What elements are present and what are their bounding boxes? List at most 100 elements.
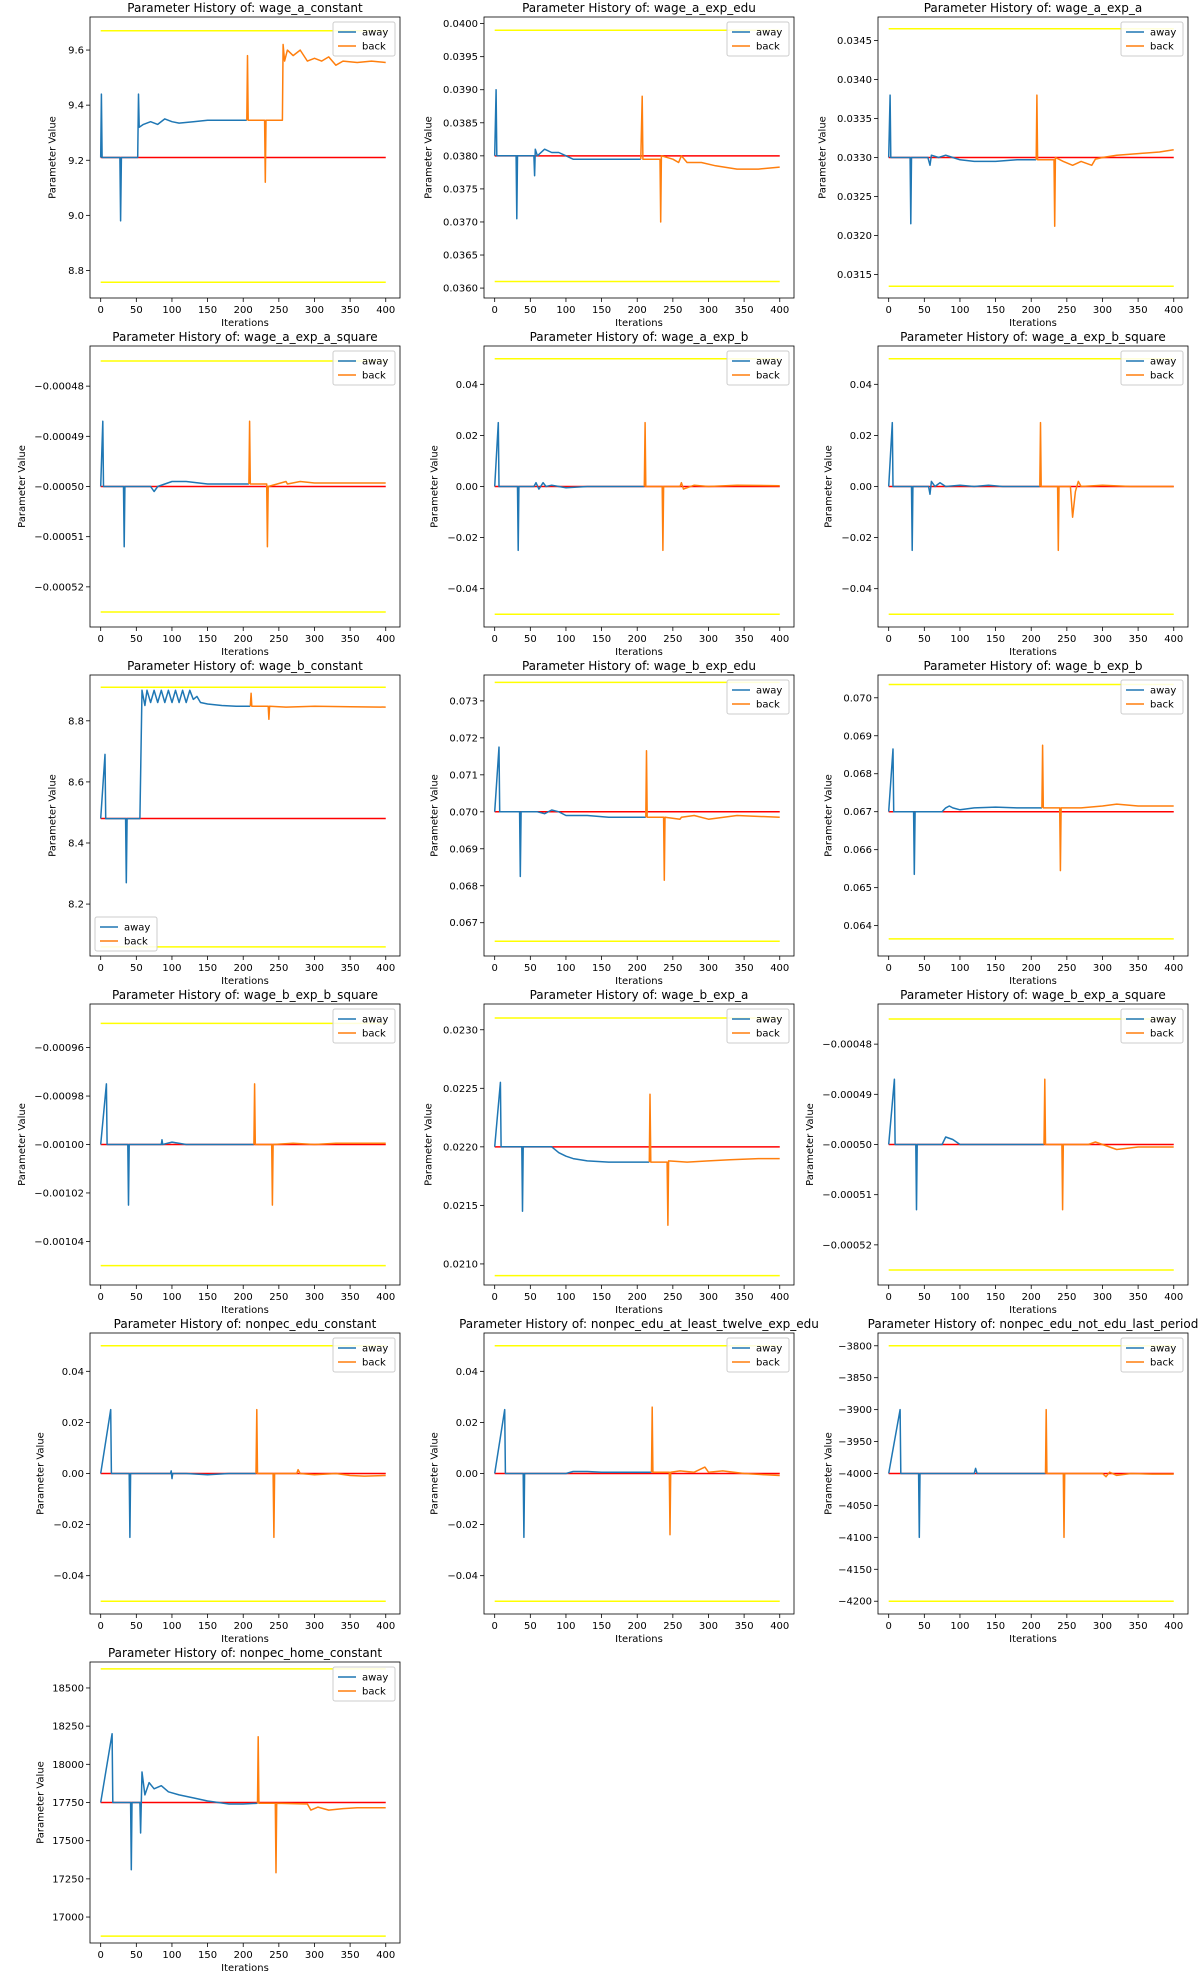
x-tick-label: 350 xyxy=(1129,1621,1148,1632)
subplot-title: Parameter History of: nonpec_edu_at_leas… xyxy=(459,1317,819,1331)
subplot: Parameter History of: wage_a_exp_a 0 50 100… xyxy=(817,1,1189,329)
x-tick-label: 150 xyxy=(986,1292,1005,1303)
x-axis-label: Iterations xyxy=(1009,647,1057,658)
x-tick-label: 100 xyxy=(556,1621,575,1632)
series-line-away xyxy=(99,93,247,222)
y-axis-label: Parameter Value xyxy=(36,1432,47,1515)
x-tick-label: 200 xyxy=(1022,1621,1041,1632)
x-tick-label: 200 xyxy=(1022,1292,1041,1303)
legend-box xyxy=(94,916,158,952)
y-tick-label: 0.0320 xyxy=(837,231,872,242)
x-tick-label: 150 xyxy=(592,305,611,316)
x-tick-label: 0 xyxy=(492,1621,498,1632)
x-tick-label: 200 xyxy=(628,1621,647,1632)
y-tick-label: 0.00 xyxy=(456,482,478,493)
y-tick-label: −0.02 xyxy=(447,1520,478,1531)
legend-label-back: back xyxy=(1150,700,1174,711)
subplot-title: Parameter History of: wage_a_constant xyxy=(127,1,363,15)
x-tick-label: 400 xyxy=(376,963,395,974)
y-tick-label: −0.00104 xyxy=(34,1237,84,1248)
subplot-title: Parameter History of: wage_a_exp_b_squar… xyxy=(900,330,1166,344)
x-tick-label: 350 xyxy=(735,1621,754,1632)
y-tick-label: 0.066 xyxy=(843,845,872,856)
series-line-back xyxy=(255,1408,386,1539)
y-tick-label: 0.070 xyxy=(449,807,478,818)
legend: away back xyxy=(1120,1337,1184,1373)
y-tick-label: 0.071 xyxy=(449,770,478,781)
subplot-title: Parameter History of: wage_b_exp_b_squar… xyxy=(112,988,378,1002)
y-tick-label: 0.0210 xyxy=(443,1259,478,1270)
y-tick-label: −0.02 xyxy=(53,1520,84,1531)
x-tick-label: 350 xyxy=(341,1950,360,1961)
legend-label-back: back xyxy=(1150,1029,1174,1040)
y-tick-label: −4050 xyxy=(838,1501,872,1512)
y-tick-label: 18000 xyxy=(52,1760,84,1771)
x-tick-label: 100 xyxy=(556,305,575,316)
legend: away back xyxy=(726,679,790,715)
series-line-back xyxy=(1039,421,1174,552)
subplot-title: Parameter History of: wage_b_exp_a xyxy=(530,988,749,1002)
legend-label-back: back xyxy=(1150,42,1174,53)
x-tick-label: 400 xyxy=(376,1621,395,1632)
x-tick-label: 50 xyxy=(524,1621,537,1632)
x-tick-label: 250 xyxy=(1057,963,1076,974)
x-axis-label: Iterations xyxy=(615,1634,663,1645)
x-tick-label: 350 xyxy=(341,1621,360,1632)
y-tick-label: −0.04 xyxy=(447,584,478,595)
legend-label-back: back xyxy=(756,42,780,53)
x-tick-label: 250 xyxy=(1057,1292,1076,1303)
x-tick-label: 400 xyxy=(770,305,789,316)
x-tick-label: 0 xyxy=(492,634,498,645)
y-tick-label: 9.6 xyxy=(68,46,84,57)
y-axis-label: Parameter Value xyxy=(805,1103,816,1186)
x-tick-label: 100 xyxy=(950,305,969,316)
x-tick-label: 0 xyxy=(98,305,104,316)
y-tick-label: −4150 xyxy=(838,1565,872,1576)
y-tick-label: 0.02 xyxy=(456,431,478,442)
y-tick-label: −4200 xyxy=(838,1597,872,1608)
x-tick-label: 50 xyxy=(918,634,931,645)
y-axis-label: Parameter Value xyxy=(430,1432,441,1515)
x-tick-label: 50 xyxy=(130,1950,143,1961)
legend-label-back: back xyxy=(362,1358,386,1369)
x-axis-label: Iterations xyxy=(1009,976,1057,987)
subplot: Parameter History of: nonpec_edu_at_leas… xyxy=(430,1317,819,1645)
subplot: Parameter History of: wage_b_exp_a 0 50 100… xyxy=(423,988,795,1316)
x-tick-label: 0 xyxy=(886,1621,892,1632)
subplot-title: Parameter History of: nonpec_edu_not_edu… xyxy=(868,1317,1199,1331)
x-tick-label: 150 xyxy=(986,305,1005,316)
y-axis-label: Parameter Value xyxy=(430,445,441,528)
x-tick-label: 350 xyxy=(1129,634,1148,645)
subplot-title: Parameter History of: nonpec_edu_constan… xyxy=(114,1317,377,1331)
subplot: Parameter History of: wage_b_exp_b 0 50 100… xyxy=(824,659,1189,987)
legend: away back xyxy=(726,21,790,57)
legend: away back xyxy=(1120,21,1184,57)
y-tick-label: 0.0370 xyxy=(443,217,478,228)
x-tick-label: 400 xyxy=(1164,1621,1183,1632)
x-tick-label: 150 xyxy=(592,1292,611,1303)
x-tick-label: 300 xyxy=(1093,963,1112,974)
plot-frame xyxy=(877,674,1189,957)
y-tick-label: −0.00100 xyxy=(34,1140,84,1151)
y-axis-label: Parameter Value xyxy=(423,1103,434,1186)
x-axis-label: Iterations xyxy=(1009,1634,1057,1645)
y-tick-label: 0.068 xyxy=(449,881,478,892)
subplot: Parameter History of: wage_b_exp_edu 0 50 1… xyxy=(430,659,795,987)
series-line-back xyxy=(1043,1078,1174,1211)
plot-frame xyxy=(89,674,401,957)
x-tick-label: 300 xyxy=(699,1621,718,1632)
y-tick-label: 0.0365 xyxy=(443,251,478,262)
x-axis-label: Iterations xyxy=(221,976,269,987)
y-axis-label: Parameter Value xyxy=(17,445,28,528)
y-tick-label: 0.00 xyxy=(62,1469,84,1480)
x-tick-label: 100 xyxy=(162,963,181,974)
x-axis-label: Iterations xyxy=(221,318,269,329)
x-tick-label: 300 xyxy=(305,634,324,645)
x-tick-label: 150 xyxy=(986,1621,1005,1632)
subplot-title: Parameter History of: wage_a_exp_edu xyxy=(522,1,756,15)
y-tick-label: 0.0220 xyxy=(443,1142,478,1153)
series-line-away xyxy=(887,748,1042,876)
x-tick-label: 0 xyxy=(886,1292,892,1303)
legend: away back xyxy=(332,1666,396,1702)
series-line-away xyxy=(493,746,646,878)
